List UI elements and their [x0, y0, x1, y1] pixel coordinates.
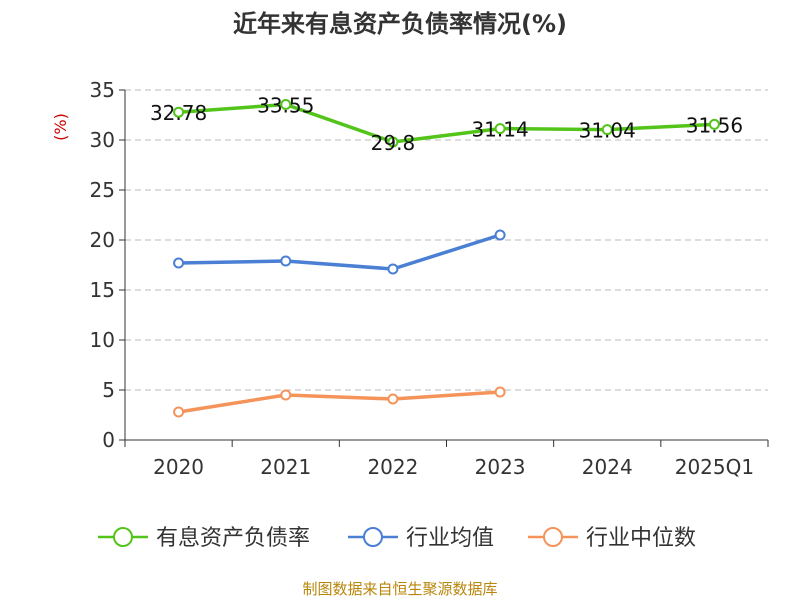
y-tick-label: 15: [90, 278, 115, 302]
data-point: [494, 229, 506, 241]
axes: 0 5 10 15 20 25 30 35 2020 2021 2022 2023 2024 2025Q1: [90, 78, 769, 479]
x-tick-label: 2025Q1: [675, 455, 754, 479]
x-tick-label: 2022: [367, 455, 418, 479]
data-label: 29.8: [371, 131, 416, 155]
data-point: [173, 106, 185, 118]
data-point: [601, 124, 613, 136]
grid-lines: [125, 89, 768, 391]
series-line-0: [178, 102, 715, 144]
y-tick-label: 25: [90, 178, 115, 202]
y-axis-label: (%): [51, 113, 70, 141]
y-tick-label: 30: [90, 128, 115, 152]
x-tick-label: 2024: [582, 455, 633, 479]
data-label: 31.56: [686, 113, 743, 137]
y-tick-label: 5: [102, 378, 115, 402]
legend: 有息资产负债率 行业均值 行业中位数: [98, 526, 696, 551]
series-line-1: [178, 233, 501, 271]
legend-label: 行业均值: [406, 526, 494, 551]
data-label: 32.78: [150, 101, 207, 125]
data-point: [387, 136, 399, 148]
chart-title: 近年来有息资产负债率情况(%): [233, 10, 567, 38]
data-point: [387, 393, 399, 405]
x-tick-label: 2023: [475, 455, 526, 479]
data-point: [280, 99, 292, 110]
y-tick-label: 10: [90, 328, 115, 352]
source-note: 制图数据来自恒生聚源数据库: [302, 580, 497, 598]
data-label: 33.55: [257, 94, 314, 118]
series-line-2: [178, 390, 501, 414]
data-point: [494, 386, 506, 398]
data-point: [173, 257, 185, 269]
y-tick-label: 0: [102, 428, 115, 452]
data-point: [387, 263, 399, 275]
data-point: [280, 255, 292, 267]
y-tick-label: 35: [90, 78, 115, 102]
legend-marker: [363, 527, 383, 547]
data-point: [708, 118, 720, 130]
x-tick-label: 2021: [260, 455, 311, 479]
data-label: 31.14: [471, 118, 528, 142]
data-label: 31.04: [579, 119, 636, 143]
legend-marker: [543, 527, 563, 547]
y-tick-label: 20: [90, 228, 115, 252]
data-labels: 32.78 33.55 29.8 31.14 31.04 31.56: [150, 94, 743, 156]
legend-label: 行业中位数: [586, 526, 696, 551]
series-group: [173, 99, 720, 418]
legend-marker: [113, 527, 133, 547]
data-point: [173, 406, 185, 418]
x-tick-label: 2020: [153, 455, 204, 479]
legend-label: 有息资产负债率: [156, 526, 310, 551]
data-point: [280, 389, 292, 401]
data-point: [494, 123, 506, 135]
